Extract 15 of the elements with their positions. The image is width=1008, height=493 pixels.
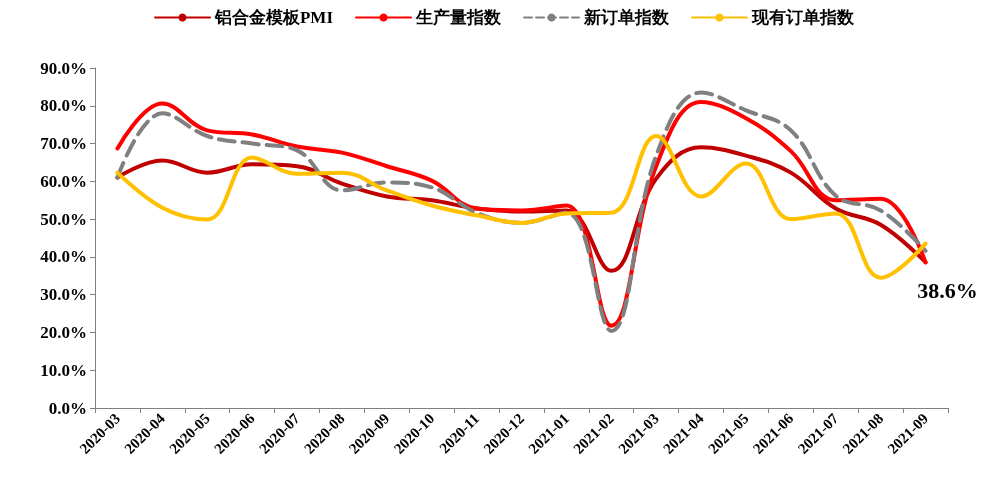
y-tick-label: 40.0% (40, 247, 87, 267)
y-tick-label: 10.0% (40, 360, 87, 380)
legend-label: 生产量指数 (415, 8, 503, 27)
y-tick-label: 30.0% (40, 285, 87, 305)
y-tick-label: 70.0% (40, 134, 87, 154)
legend-label: 铝合金模板PMI (213, 8, 334, 27)
y-tick-label: 20.0% (40, 322, 87, 342)
y-tick-label: 50.0% (40, 209, 87, 229)
y-tick-label: 60.0% (40, 171, 87, 191)
y-tick-label: 0.0% (48, 398, 87, 418)
y-tick-label: 80.0% (40, 96, 87, 116)
legend-label: 新订单指数 (583, 8, 671, 27)
legend-label: 现有订单指数 (751, 8, 856, 27)
y-tick-label: 90.0% (40, 58, 87, 78)
annotation: 38.6% (917, 277, 978, 303)
